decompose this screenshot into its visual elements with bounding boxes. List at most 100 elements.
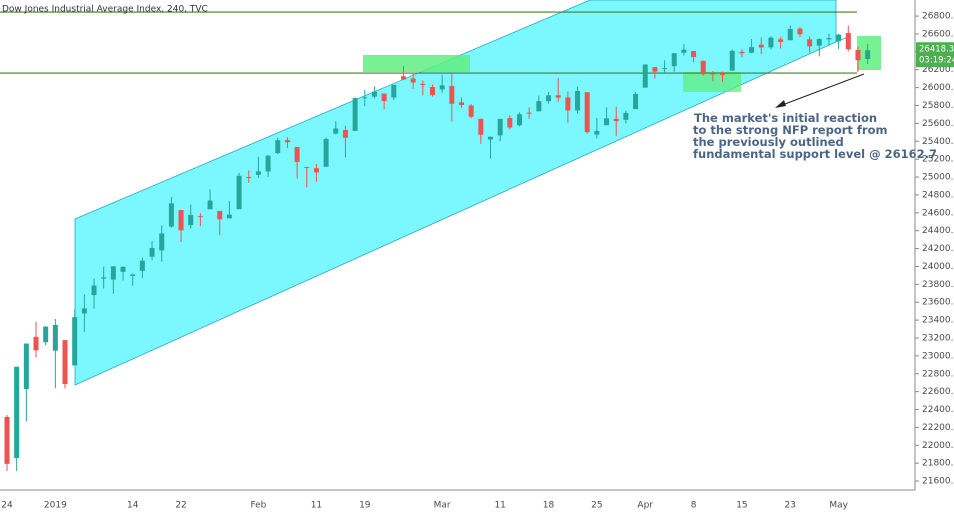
candle-body (768, 37, 774, 48)
candle-body (139, 260, 145, 271)
countdown-label: 03:19:24 (919, 56, 954, 66)
candle-body (207, 200, 213, 210)
candle-body (439, 85, 445, 90)
candle-body (120, 266, 126, 272)
y-tick-label: 26600.0 (922, 29, 954, 39)
y-tick-label: 22400.0 (922, 405, 954, 415)
candle-body (52, 324, 58, 351)
candle-body (362, 97, 368, 99)
candle-body (575, 91, 581, 111)
candle-body (787, 28, 793, 41)
candle-body (62, 340, 68, 384)
x-tick-label: 24 (1, 501, 13, 511)
y-tick-label: 24800.0 (922, 190, 954, 200)
candle-body (188, 215, 194, 226)
candle-body (371, 91, 377, 97)
candle-body (323, 139, 329, 167)
candle-body (720, 73, 726, 75)
last-price-box (916, 42, 954, 68)
candle-body (352, 98, 358, 131)
x-tick-label: 22 (175, 501, 186, 511)
candle-body (23, 343, 29, 390)
candle-body (807, 39, 813, 47)
candle-body (662, 68, 668, 70)
candle-body (81, 308, 87, 314)
candle-body (265, 155, 271, 172)
y-tick-label: 24200.0 (922, 244, 954, 254)
candle-body (507, 118, 513, 128)
candle-body (197, 216, 203, 218)
candle-body (555, 95, 561, 98)
candle-body (855, 50, 861, 61)
candle-body (236, 175, 242, 210)
y-tick-label: 24400.0 (922, 226, 954, 236)
candle-body (149, 247, 155, 257)
candle-body (497, 118, 503, 136)
candle-body (710, 73, 716, 75)
arrow-line (776, 73, 865, 108)
last-price-label: 26418.3 (919, 45, 954, 55)
y-tick-label: 23600.0 (922, 298, 954, 308)
x-tick-label: 19 (359, 501, 371, 511)
y-tick-label: 23800.0 (922, 280, 954, 290)
candle-body (565, 97, 571, 111)
candle-body (729, 50, 735, 71)
y-tick-label: 25600.0 (922, 119, 954, 129)
annotation-line: The market's initial reaction (694, 111, 877, 125)
candle-body (613, 118, 619, 122)
candle-body (526, 112, 532, 114)
candle-body (584, 92, 590, 133)
candle-body (652, 67, 658, 72)
candle-body (604, 118, 610, 126)
candle-body (739, 51, 745, 54)
candle-body (159, 233, 165, 251)
candle-body (72, 317, 78, 366)
candle-body (400, 76, 406, 80)
y-tick-label: 26000.0 (922, 83, 954, 93)
y-tick-label: 24000.0 (922, 262, 954, 272)
candle-body (671, 53, 677, 67)
candle-body (313, 168, 319, 173)
candle-body (642, 64, 648, 88)
candle-body (458, 102, 464, 105)
x-tick-label: 11 (494, 501, 505, 511)
candle-body (226, 214, 232, 219)
candle-body (294, 146, 300, 162)
y-tick-label: 24600.0 (922, 208, 954, 218)
y-tick-label: 25200.0 (922, 155, 954, 165)
candles (4, 25, 871, 472)
candle-body (420, 83, 426, 86)
chart-title: Dow Jones Industrial Average Index, 240,… (2, 5, 208, 15)
x-tick-label: Feb (250, 501, 266, 511)
highlight-zone (683, 72, 741, 92)
candle-body (778, 39, 784, 42)
candle-body (304, 167, 310, 169)
candle-body (14, 366, 20, 459)
y-tick-label: 23000.0 (922, 351, 954, 361)
x-tick-label: 25 (591, 501, 602, 511)
candle-body (681, 49, 687, 53)
candle-body (700, 60, 706, 75)
x-tick-label: 18 (543, 501, 555, 511)
y-tick-label: 22600.0 (922, 387, 954, 397)
y-tick-label: 21800.0 (922, 459, 954, 469)
candle-body (536, 101, 542, 112)
candle-body (429, 87, 435, 96)
candle-body (517, 114, 523, 126)
candle-body (178, 210, 184, 231)
candle-body (488, 136, 493, 140)
candle-body (633, 93, 639, 110)
annotation-line: to the strong NFP report from (693, 123, 887, 137)
candle-body (758, 44, 764, 48)
candle-body (546, 95, 552, 102)
x-tick-label: Mar (434, 501, 451, 511)
levels (0, 11, 857, 74)
candle-body (4, 416, 10, 464)
candle-body (749, 47, 755, 53)
candle-body (168, 203, 174, 227)
x-tick-label: 23 (785, 501, 796, 511)
y-tick-label: 22200.0 (922, 423, 954, 433)
candle-body (391, 84, 397, 98)
candle-body (865, 50, 871, 60)
